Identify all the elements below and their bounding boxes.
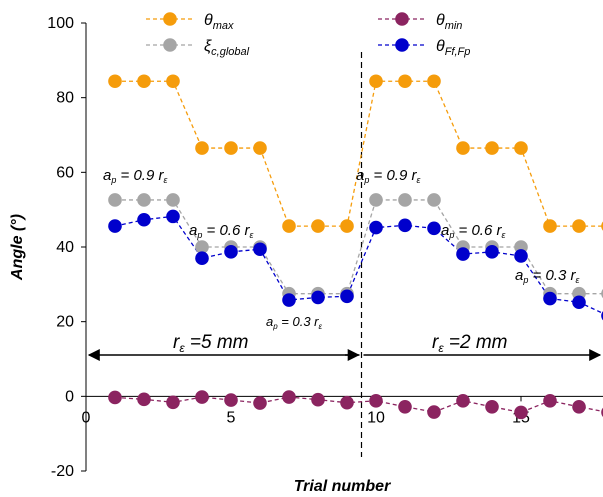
point-max [108, 74, 122, 89]
point-max [224, 141, 238, 155]
point-max [456, 141, 470, 155]
point-max [572, 219, 586, 233]
legend-marker-cglobal [163, 38, 177, 52]
point-max [166, 74, 180, 89]
point-max [485, 141, 499, 155]
point-min [195, 390, 209, 404]
point-fffp [369, 220, 383, 235]
y-tick-label: 80 [56, 90, 74, 107]
y-tick-label: 40 [56, 239, 74, 256]
legend-marker-max [163, 12, 177, 26]
point-min [108, 390, 122, 405]
x-tick-label: 10 [367, 409, 385, 426]
point-max [543, 219, 557, 233]
point-fffp [514, 249, 528, 263]
point-max [253, 141, 267, 155]
depth-annotation: ap = 0.3 rε [266, 314, 323, 331]
legend-label-min: θmin [436, 12, 462, 32]
point-fffp [456, 247, 470, 261]
series-line-min [114, 396, 603, 414]
y-tick-label: 100 [47, 15, 74, 32]
point-max [427, 74, 441, 89]
point-fffp [427, 221, 441, 236]
legend-marker-min [395, 12, 409, 26]
point-fffp [224, 245, 238, 259]
depth-annotation: ap = 0.3 rε [515, 267, 580, 285]
x-tick-label: 0 [82, 409, 91, 426]
point-fffp [398, 218, 412, 233]
point-min [311, 392, 325, 407]
legend: θmax θmin ξc,global θFf,Fp [146, 12, 470, 58]
point-fffp [195, 251, 209, 265]
point-fffp [282, 293, 296, 307]
region-label: rε =5 mm [173, 332, 248, 355]
point-fffp [572, 295, 586, 310]
point-min [572, 399, 586, 414]
point-min [543, 394, 557, 408]
y-tick-label: 0 [65, 388, 74, 405]
point-min [485, 399, 499, 414]
point-fffp [485, 245, 499, 259]
legend-label-cglobal: ξc,global [204, 38, 250, 58]
point-fffp [340, 289, 354, 304]
legend-label-fffp: θFf,Fp [436, 38, 470, 58]
point-min [166, 395, 180, 410]
region-label: rε =2 mm [432, 332, 507, 355]
point-cglobal [195, 240, 209, 254]
legend-marker-fffp [395, 38, 409, 52]
series-lines [114, 80, 603, 414]
point-fffp [108, 219, 122, 233]
y-tick-label: -20 [51, 463, 74, 480]
point-fffp [543, 291, 557, 306]
point-fffp [311, 290, 325, 305]
point-max [514, 141, 528, 155]
series-markers [108, 74, 603, 420]
series-line-max [115, 80, 603, 227]
point-min [137, 392, 151, 407]
point-min [369, 394, 383, 408]
point-min [427, 405, 441, 419]
point-min [340, 395, 354, 410]
point-min [514, 405, 528, 420]
depth-annotation: ap = 0.9 rε [356, 167, 421, 185]
point-fffp [166, 209, 180, 224]
point-max [137, 74, 151, 89]
point-cglobal [398, 193, 412, 207]
depth-annotation: ap = 0.9 rε [103, 167, 168, 185]
point-fffp [253, 242, 267, 257]
depth-annotation: ap = 0.6 rε [441, 222, 506, 240]
point-min [398, 399, 412, 414]
point-max [340, 219, 354, 233]
depth-annotation: ap = 0.6 rε [189, 222, 254, 240]
point-min [224, 393, 238, 407]
point-cglobal [369, 193, 383, 207]
y-tick-label: 20 [56, 314, 74, 331]
point-cglobal [166, 193, 180, 207]
y-tick-label: 60 [56, 164, 74, 181]
point-min [456, 394, 470, 408]
point-min [282, 390, 296, 404]
point-cglobal [137, 193, 151, 207]
point-max [311, 219, 325, 233]
point-max [195, 141, 209, 155]
point-max [398, 74, 412, 89]
annotations: ap = 0.9 rε ap = 0.6 rε ap = 0.3 rε ap = 0.… [87, 167, 602, 361]
legend-label-max: θmax [204, 12, 234, 32]
x-axis-title: Trial number [294, 478, 391, 495]
x-tick-label: 5 [227, 409, 236, 426]
point-cglobal [427, 193, 441, 207]
y-axis-title: Angle (°) [9, 214, 26, 281]
point-min [253, 396, 267, 410]
point-max [369, 74, 383, 89]
point-fffp [137, 212, 151, 227]
point-cglobal [108, 193, 122, 207]
point-max [282, 219, 296, 233]
